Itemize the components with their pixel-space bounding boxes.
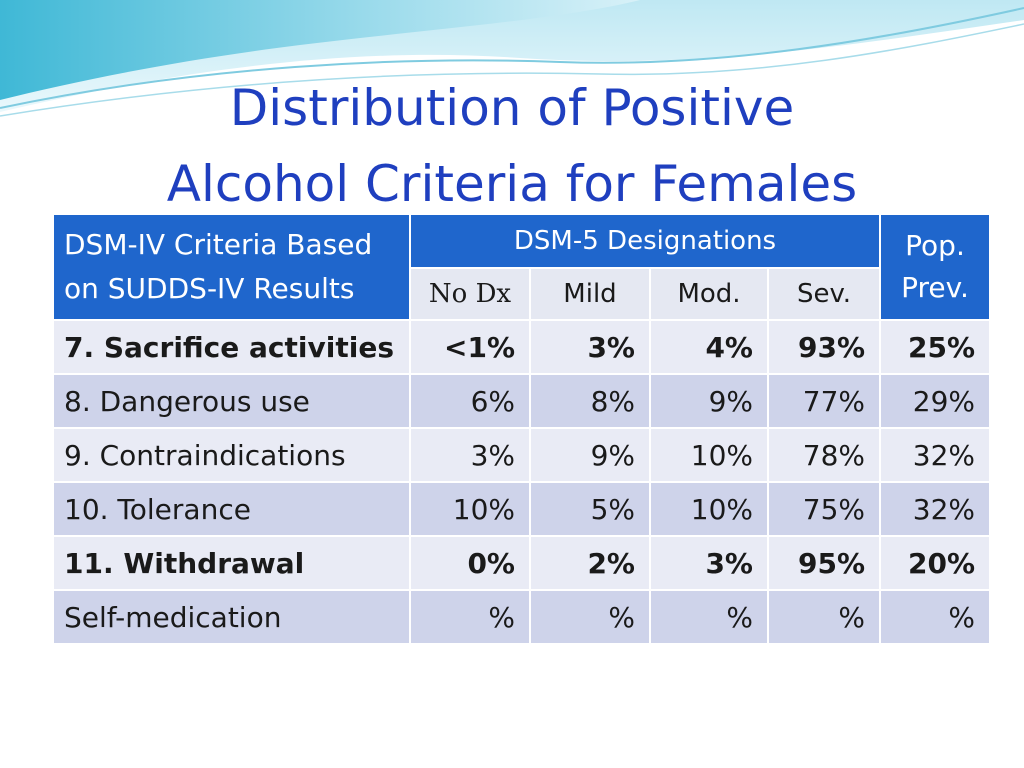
subheader-no-dx: No Dx — [409, 267, 531, 321]
title-line-2: Alcohol Criteria for Females — [166, 155, 858, 213]
criteria-header-line-2: on SUDDS-IV Results — [64, 272, 355, 305]
title-line-1: Distribution of Positive — [229, 79, 795, 137]
cell-mod: 4% — [649, 319, 769, 375]
pop-header-line-2: Prev. — [901, 271, 969, 304]
row-label: 7. Sacrifice activities — [52, 319, 411, 375]
header-row-1: DSM-IV Criteria Based on SUDDS-IV Result… — [52, 212, 992, 321]
cell-no-dx: 0% — [409, 535, 531, 591]
decorative-wave-banner — [0, 0, 1024, 117]
cell-no-dx: 6% — [409, 373, 531, 429]
cell-pop-prev: 32% — [879, 427, 992, 483]
row-label: 11. Withdrawal — [52, 535, 411, 591]
subheader-sev: Sev. — [766, 267, 882, 321]
pop-header-line-1: Pop. — [905, 229, 965, 262]
cell-sev: % — [766, 589, 882, 645]
cell-mild: 9% — [529, 427, 651, 483]
cell-mild: 2% — [529, 535, 651, 591]
criteria-header: DSM-IV Criteria Based on SUDDS-IV Result… — [52, 213, 411, 321]
cell-sev: 95% — [766, 535, 882, 591]
cell-no-dx: <1% — [409, 319, 531, 375]
subheader-mod: Mod. — [649, 267, 769, 321]
cell-sev: 78% — [766, 427, 882, 483]
cell-pop-prev: 25% — [879, 319, 992, 375]
criteria-table: DSM-IV Criteria Based on SUDDS-IV Result… — [52, 212, 992, 645]
cell-mod: % — [649, 589, 769, 645]
row-label: 10. Tolerance — [52, 481, 411, 537]
subheader-mild: Mild — [529, 267, 651, 321]
cell-mod: 9% — [649, 373, 769, 429]
table-row: 11. Withdrawal 0% 2% 3% 95% 20% — [52, 535, 992, 591]
cell-mod: 3% — [649, 535, 769, 591]
cell-mod: 10% — [649, 481, 769, 537]
pop-prev-header: Pop. Prev. — [879, 213, 992, 321]
table-row: 10. Tolerance 10% 5% 10% 75% 32% — [52, 481, 992, 537]
cell-mod: 10% — [649, 427, 769, 483]
cell-sev: 77% — [766, 373, 882, 429]
table-row: 8. Dangerous use 6% 8% 9% 77% 29% — [52, 373, 992, 429]
cell-pop-prev: 32% — [879, 481, 992, 537]
cell-mild: 5% — [529, 481, 651, 537]
cell-pop-prev: 29% — [879, 373, 992, 429]
cell-no-dx: % — [409, 589, 531, 645]
row-label: 9. Contraindications — [52, 427, 411, 483]
criteria-header-line-1: DSM-IV Criteria Based — [64, 228, 373, 261]
cell-mild: 3% — [529, 319, 651, 375]
slide-title: Distribution of Positive Alcohol Criteri… — [0, 70, 1024, 222]
cell-mild: % — [529, 589, 651, 645]
table-row: 7. Sacrifice activities <1% 3% 4% 93% 25… — [52, 319, 992, 375]
table-row: 9. Contraindications 3% 9% 10% 78% 32% — [52, 427, 992, 483]
cell-pop-prev: 20% — [879, 535, 992, 591]
row-label: 8. Dangerous use — [52, 373, 411, 429]
row-label: Self-medication — [52, 589, 411, 645]
cell-no-dx: 3% — [409, 427, 531, 483]
cell-pop-prev: % — [879, 589, 992, 645]
table-row: Self-medication % % % % % — [52, 589, 992, 645]
cell-sev: 75% — [766, 481, 882, 537]
dsm5-group-header: DSM-5 Designations — [408, 212, 882, 270]
cell-sev: 93% — [766, 319, 882, 375]
cell-no-dx: 10% — [409, 481, 531, 537]
cell-mild: 8% — [529, 373, 651, 429]
header-row-2: No Dx Mild Mod. Sev. — [53, 267, 990, 321]
